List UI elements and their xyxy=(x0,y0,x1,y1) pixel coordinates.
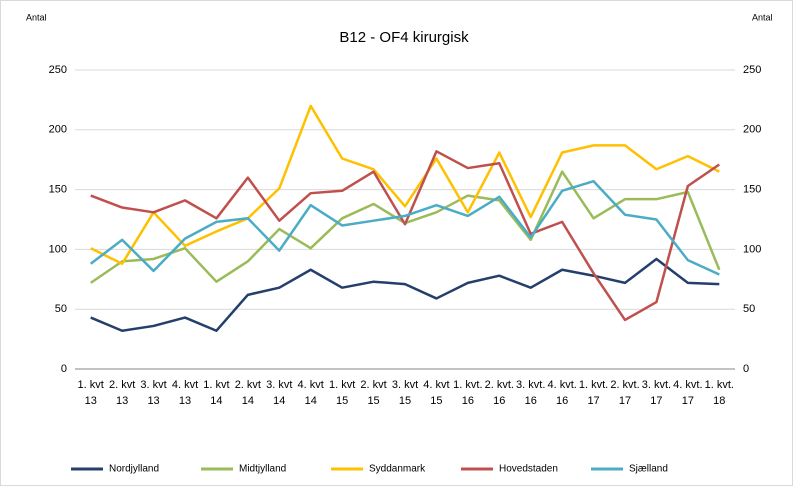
x-tick-label: 4. kvt 13 xyxy=(171,379,199,407)
x-tick-label: 4. kvt 14 xyxy=(297,379,324,407)
x-tick-label: 2. kvt 14 xyxy=(234,379,261,407)
x-tick-label: 1. kvt 15 xyxy=(328,379,356,407)
x-tick-label: 2. kvt 15 xyxy=(360,379,387,407)
x-tick-label: 2. kvt. 17 xyxy=(610,379,640,407)
x-tick-label: 1. kvt 14 xyxy=(203,379,230,407)
x-tick-label: 2. kvt 13 xyxy=(108,379,136,407)
chart-title: B12 - OF4 kirurgisk xyxy=(339,29,469,46)
series-line xyxy=(90,170,721,284)
y-tick-label: 0 xyxy=(61,363,67,375)
y2-tick-label: 50 xyxy=(743,303,755,315)
y2-axis-label: Antal xyxy=(752,12,773,22)
series-line xyxy=(89,179,720,276)
x-tick-label: 4. kvt. 16 xyxy=(547,379,577,407)
x-tick-label: 4. kvt 15 xyxy=(423,379,450,407)
legend-label: Midtjylland xyxy=(239,464,286,475)
y-tick-label: 200 xyxy=(49,124,67,136)
x-tick-label: 1. kvt. 17 xyxy=(578,379,609,407)
x-tick-label: 1. kvt 13 xyxy=(77,379,104,407)
x-tick-label: 1. kvt. 18 xyxy=(704,379,734,407)
legend-label: Hovedstaden xyxy=(499,464,558,475)
series-line xyxy=(90,150,720,322)
legend-label: Sjælland xyxy=(629,464,668,475)
legend-label: Nordjylland xyxy=(109,464,159,475)
series-line xyxy=(90,257,720,332)
y2-tick-label: 250 xyxy=(743,64,761,76)
x-tick-label: 3. kvt. 16 xyxy=(516,379,546,407)
y-tick-label: 250 xyxy=(49,64,67,76)
x-tick-label: 4. kvt. 17 xyxy=(673,379,703,407)
y-tick-label: 150 xyxy=(49,184,67,196)
x-tick-label: 3. kvt. 17 xyxy=(641,379,672,407)
y-axis-label: Antal xyxy=(26,12,47,22)
legend-label: Syddanmark xyxy=(369,464,426,475)
y2-tick-label: 0 xyxy=(743,363,749,375)
x-tick-label: 1. kvt. 16 xyxy=(453,379,483,407)
y2-tick-label: 150 xyxy=(743,184,761,196)
series-line xyxy=(90,104,720,266)
y-tick-label: 50 xyxy=(55,303,67,315)
y-tick-label: 100 xyxy=(49,243,67,255)
x-tick-label: 3. kvt 14 xyxy=(266,379,293,407)
x-tick-label: 3. kvt 13 xyxy=(140,379,167,407)
x-tick-label: 2. kvt. 16 xyxy=(484,379,514,407)
y2-tick-label: 100 xyxy=(743,243,761,255)
x-tick-label: 3. kvt 15 xyxy=(391,379,419,407)
y2-tick-label: 200 xyxy=(743,124,761,136)
